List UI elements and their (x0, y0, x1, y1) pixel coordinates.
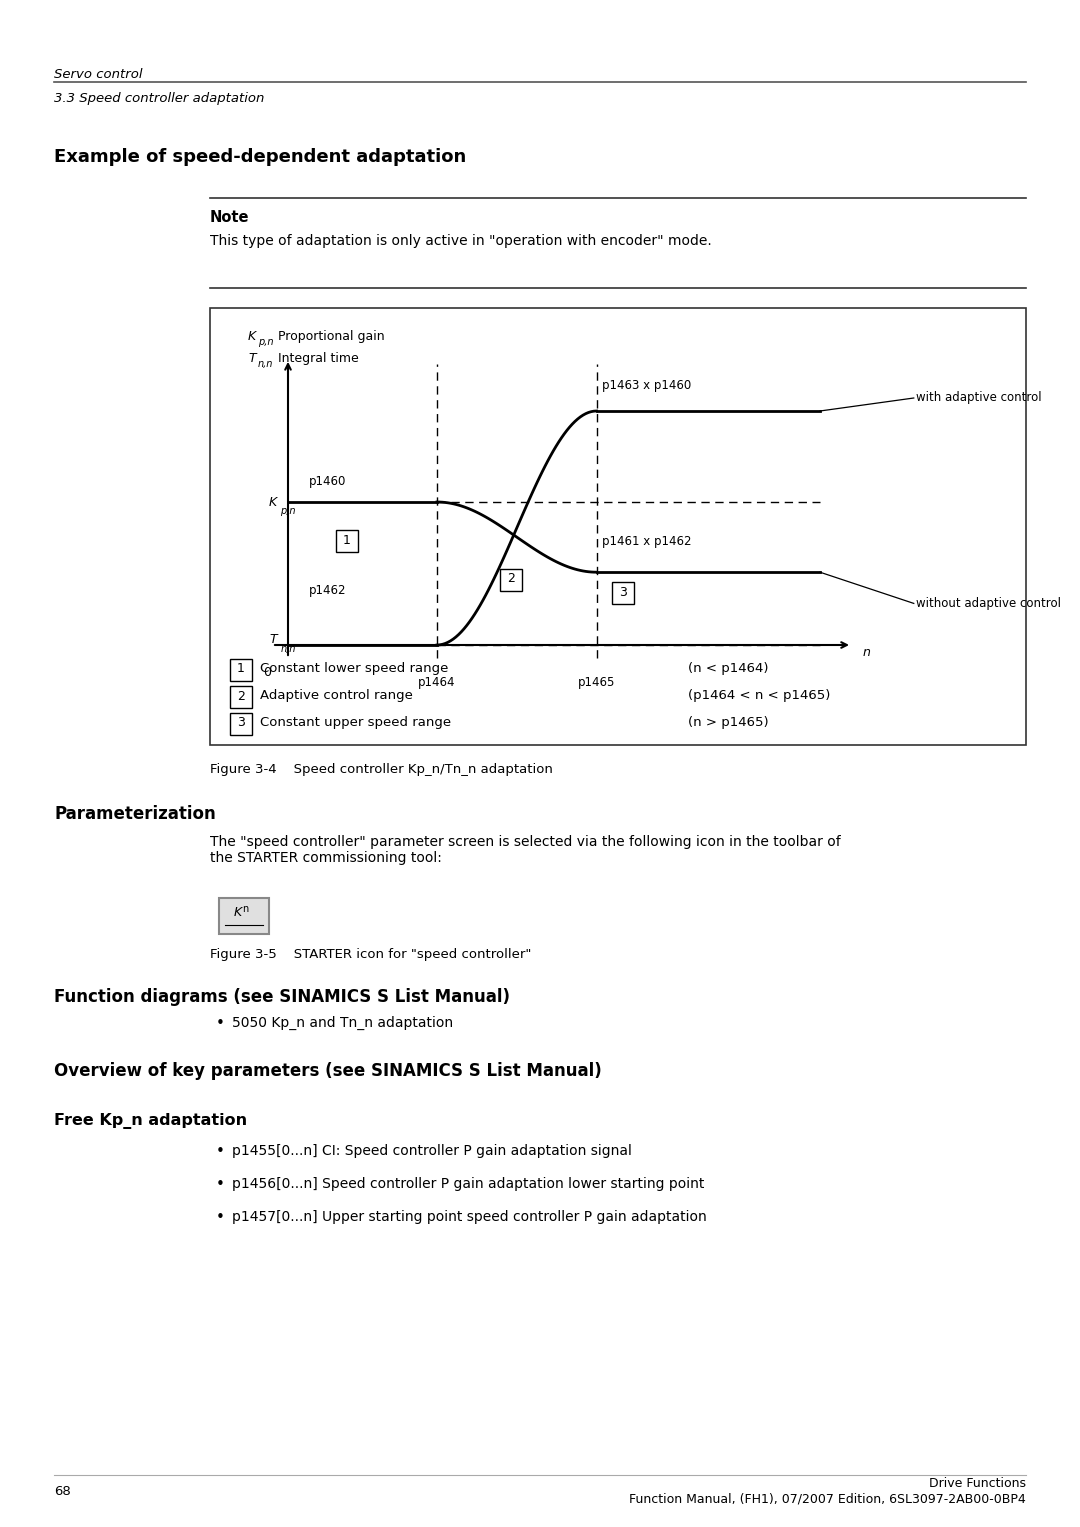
FancyBboxPatch shape (612, 582, 634, 605)
Text: p1455[0...n] CI: Speed controller P gain adaptation signal: p1455[0...n] CI: Speed controller P gain… (232, 1144, 632, 1157)
Text: 2: 2 (508, 573, 515, 585)
Text: Servo control: Servo control (54, 69, 143, 81)
Text: n: n (863, 646, 870, 660)
Text: K: K (269, 495, 278, 508)
Text: p1463 x p1460: p1463 x p1460 (602, 379, 691, 391)
FancyBboxPatch shape (230, 660, 252, 681)
Text: Overview of key parameters (see SINAMICS S List Manual): Overview of key parameters (see SINAMICS… (54, 1061, 602, 1080)
Text: The "speed controller" parameter screen is selected via the following icon in th: The "speed controller" parameter screen … (210, 835, 840, 866)
Text: •: • (216, 1177, 225, 1193)
Text: p1465: p1465 (578, 676, 616, 689)
Text: 2: 2 (238, 690, 245, 702)
Text: Constant upper speed range: Constant upper speed range (260, 716, 451, 728)
Text: 68: 68 (54, 1484, 71, 1498)
Text: p,n: p,n (281, 505, 296, 516)
Text: Adaptive control range: Adaptive control range (260, 689, 413, 702)
Text: n: n (242, 904, 248, 915)
Text: n,n: n,n (281, 644, 296, 654)
Text: p1464: p1464 (418, 676, 456, 689)
Text: 3: 3 (619, 585, 627, 599)
Text: p1456[0...n] Speed controller P gain adaptation lower starting point: p1456[0...n] Speed controller P gain ada… (232, 1177, 704, 1191)
Bar (210, 308, 1026, 745)
Text: with adaptive control: with adaptive control (916, 391, 1041, 405)
Text: 3.3 Speed controller adaptation: 3.3 Speed controller adaptation (54, 92, 265, 105)
Text: Constant lower speed range: Constant lower speed range (260, 663, 448, 675)
Text: p1457[0...n] Upper starting point speed controller P gain adaptation: p1457[0...n] Upper starting point speed … (232, 1209, 706, 1225)
FancyBboxPatch shape (230, 686, 252, 709)
Text: •: • (216, 1209, 225, 1225)
Text: 0: 0 (262, 666, 271, 680)
Text: (n < p1464): (n < p1464) (688, 663, 769, 675)
Text: n,n: n,n (258, 359, 273, 370)
FancyBboxPatch shape (500, 570, 523, 591)
FancyBboxPatch shape (219, 898, 269, 935)
FancyBboxPatch shape (336, 530, 357, 551)
Text: Free Kp_n adaptation: Free Kp_n adaptation (54, 1113, 247, 1128)
Text: 1: 1 (238, 663, 245, 675)
Text: T: T (270, 634, 278, 646)
Text: •: • (216, 1015, 225, 1031)
Text: This type of adaptation is only active in "operation with encoder" mode.: This type of adaptation is only active i… (210, 234, 712, 247)
Text: p1460: p1460 (309, 475, 347, 487)
Text: T: T (248, 353, 256, 365)
Text: Parameterization: Parameterization (54, 805, 216, 823)
Text: 3: 3 (238, 716, 245, 730)
Text: Function Manual, (FH1), 07/2007 Edition, 6SL3097-2AB00-0BP4: Function Manual, (FH1), 07/2007 Edition,… (630, 1492, 1026, 1506)
Text: Integral time: Integral time (278, 353, 359, 365)
FancyBboxPatch shape (230, 713, 252, 734)
Text: K: K (234, 907, 242, 919)
Text: (p1464 < n < p1465): (p1464 < n < p1465) (688, 689, 831, 702)
Text: 5050 Kp_n and Tn_n adaptation: 5050 Kp_n and Tn_n adaptation (232, 1015, 454, 1031)
Text: Proportional gain: Proportional gain (278, 330, 384, 344)
Text: p1461 x p1462: p1461 x p1462 (602, 534, 691, 548)
Text: Example of speed-dependent adaptation: Example of speed-dependent adaptation (54, 148, 467, 166)
Text: •: • (216, 1144, 225, 1159)
Text: Function diagrams (see SINAMICS S List Manual): Function diagrams (see SINAMICS S List M… (54, 988, 510, 1006)
Text: Drive Functions: Drive Functions (929, 1477, 1026, 1490)
Text: Figure 3-5    STARTER icon for "speed controller": Figure 3-5 STARTER icon for "speed contr… (210, 948, 531, 960)
Text: Note: Note (210, 211, 249, 224)
Text: p,n: p,n (258, 337, 273, 347)
Text: (n > p1465): (n > p1465) (688, 716, 769, 728)
Text: K: K (248, 330, 256, 344)
Text: p1462: p1462 (309, 583, 347, 597)
Text: Figure 3-4    Speed controller Kp_n/Tn_n adaptation: Figure 3-4 Speed controller Kp_n/Tn_n ad… (210, 764, 553, 776)
Text: without adaptive control: without adaptive control (916, 597, 1061, 609)
Text: 1: 1 (342, 533, 350, 547)
